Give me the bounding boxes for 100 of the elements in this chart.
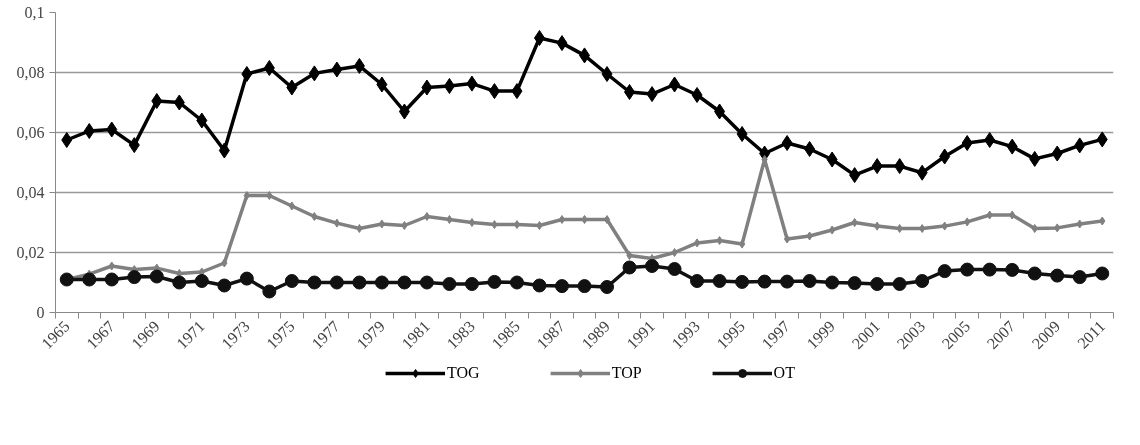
point — [961, 135, 973, 151]
point — [532, 278, 547, 293]
point — [263, 60, 275, 76]
point — [59, 272, 74, 287]
point — [196, 112, 208, 129]
point — [533, 30, 545, 46]
point — [284, 274, 299, 288]
point — [536, 221, 543, 230]
x-tick-label: 1971 — [173, 317, 208, 353]
point — [1031, 224, 1038, 233]
point — [577, 279, 592, 294]
point — [353, 57, 365, 74]
y-tick-label: 0,02 — [16, 244, 45, 261]
point — [307, 275, 322, 290]
point — [1050, 268, 1065, 283]
y-tick-label: 0,06 — [16, 124, 45, 141]
point — [892, 277, 907, 291]
point — [826, 151, 838, 168]
point — [825, 275, 840, 290]
point — [61, 132, 73, 148]
point — [915, 274, 930, 288]
point — [308, 65, 320, 82]
point — [221, 258, 228, 268]
point — [331, 61, 343, 78]
point — [376, 76, 388, 93]
point — [964, 217, 971, 227]
point — [783, 234, 791, 244]
point — [149, 269, 164, 284]
point — [1076, 219, 1083, 229]
point — [1027, 266, 1042, 281]
x-tick-label: 1981 — [398, 317, 433, 353]
point — [916, 164, 928, 181]
y-tick-label: 0,1 — [24, 4, 45, 21]
point — [329, 275, 344, 290]
point — [781, 135, 793, 151]
point — [601, 66, 613, 82]
point — [172, 275, 187, 290]
point — [127, 270, 142, 285]
point — [1054, 223, 1061, 233]
point — [851, 218, 858, 227]
point — [626, 251, 633, 260]
point — [1009, 210, 1016, 220]
point — [984, 132, 996, 148]
point — [690, 274, 705, 288]
point — [1074, 137, 1086, 154]
point — [217, 278, 232, 293]
x-tick-label: 2003 — [893, 317, 929, 353]
point — [939, 148, 951, 165]
point — [870, 277, 885, 291]
legend-label: OT — [773, 364, 795, 382]
point — [398, 103, 410, 120]
x-tick-label: 1991 — [623, 317, 659, 353]
point — [419, 275, 434, 290]
point — [151, 93, 163, 109]
point — [464, 277, 479, 291]
point — [712, 274, 727, 288]
point — [466, 75, 478, 92]
point — [82, 272, 97, 287]
point — [937, 264, 952, 279]
point — [108, 261, 115, 271]
point — [806, 231, 813, 241]
point — [1099, 216, 1106, 226]
point — [804, 141, 816, 157]
point — [669, 76, 681, 93]
point — [780, 274, 795, 289]
legend-label: TOG — [447, 364, 480, 382]
point — [828, 225, 836, 235]
point — [646, 86, 658, 103]
point — [581, 215, 588, 224]
point — [397, 275, 412, 290]
point — [849, 167, 861, 184]
point — [873, 221, 881, 231]
point — [554, 279, 569, 294]
point — [218, 142, 230, 159]
point — [104, 272, 119, 287]
point — [941, 221, 948, 231]
point — [1029, 150, 1041, 167]
point — [106, 121, 118, 138]
point — [738, 239, 746, 249]
point — [624, 84, 636, 100]
point — [600, 280, 615, 294]
point — [894, 158, 906, 175]
point — [1072, 270, 1087, 285]
point — [691, 87, 703, 103]
point — [352, 275, 367, 290]
point — [735, 274, 750, 289]
point — [311, 212, 318, 221]
x-tick-label: 2001 — [848, 317, 884, 353]
point — [896, 224, 903, 233]
legend-label: TOP — [611, 364, 642, 382]
point — [128, 137, 140, 154]
point — [487, 274, 502, 289]
point — [239, 271, 254, 286]
point — [266, 191, 273, 200]
point — [986, 210, 993, 220]
point — [509, 275, 524, 290]
point — [1006, 138, 1018, 155]
point — [871, 158, 883, 175]
point — [442, 277, 457, 291]
point — [982, 262, 997, 277]
